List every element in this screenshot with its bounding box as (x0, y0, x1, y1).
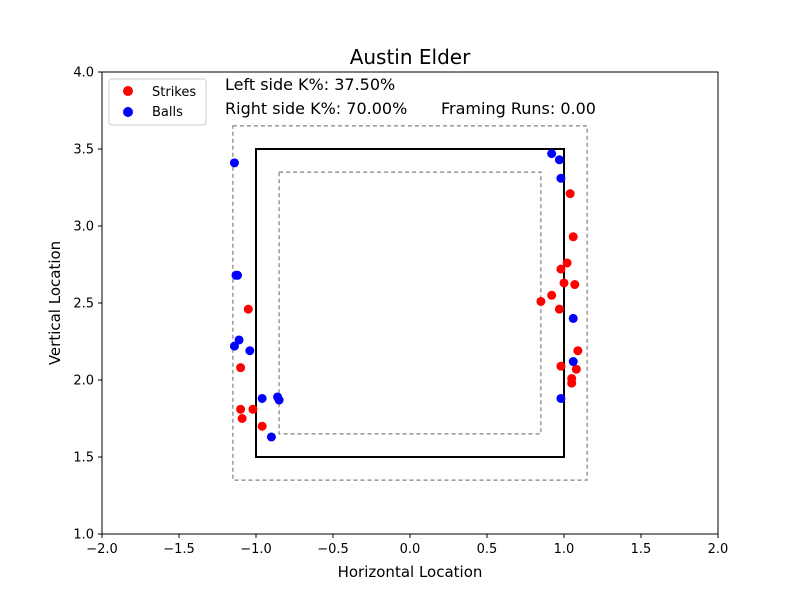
strike-point (248, 404, 258, 414)
strike-point (257, 421, 267, 431)
ball-point (547, 149, 557, 159)
legend-strikes-label: Strikes (152, 85, 196, 100)
x-tick-label: −0.5 (317, 542, 349, 557)
strike-point (243, 304, 253, 314)
strike-point (571, 364, 581, 374)
strike-point (568, 232, 578, 242)
x-tick-label: 1.5 (631, 542, 652, 557)
legend-box (108, 78, 207, 126)
ball-point (231, 270, 241, 280)
y-tick-label: 2.5 (73, 297, 94, 312)
strike-point (536, 296, 546, 306)
strike-point (570, 280, 580, 290)
chart-title: Austin Elder (350, 45, 471, 69)
ball-point (556, 393, 566, 403)
left-k-annotation: Left side K%: 37.50% (225, 75, 395, 94)
x-tick-label: 0.0 (400, 542, 421, 557)
strike-point (562, 258, 572, 268)
y-tick-label: 3.5 (73, 143, 94, 158)
strike-point (236, 404, 246, 414)
framing-runs-annotation: Framing Runs: 0.00 (441, 99, 596, 118)
points-layer (229, 149, 583, 442)
x-tick-label: −1.0 (240, 542, 272, 557)
strike-point (556, 361, 566, 371)
y-tick-label: 2.0 (73, 374, 94, 389)
strike-point (565, 189, 575, 199)
ball-point (245, 346, 255, 356)
y-axis-label: Vertical Location (46, 241, 64, 365)
ball-point (257, 393, 267, 403)
plot-frame (101, 71, 719, 535)
y-tick-label: 1.0 (73, 528, 94, 543)
legend-balls-marker (123, 107, 133, 117)
ball-point (229, 158, 239, 168)
y-tick-label: 4.0 (73, 66, 94, 81)
ball-point (568, 357, 578, 367)
strike-zone-rect (255, 148, 565, 458)
strike-point (547, 290, 557, 300)
strike-point (236, 363, 246, 373)
strike-point (567, 378, 577, 388)
legend: Strikes Balls (108, 78, 207, 126)
x-axis-label: Horizontal Location (338, 563, 483, 581)
strike-point (554, 304, 564, 314)
ball-point (556, 173, 566, 183)
y-tick-label: 1.5 (73, 451, 94, 466)
x-axis-ticks: −2.0 −1.5 −1.0 −0.5 0.0 0.5 1.0 1.5 2.0 (86, 534, 728, 557)
right-k-annotation: Right side K%: 70.00% (225, 99, 407, 118)
x-tick-label: 1.0 (554, 542, 575, 557)
ball-point (274, 395, 284, 405)
x-tick-label: 0.5 (477, 542, 498, 557)
strike-point (237, 414, 247, 423)
x-tick-label: −2.0 (86, 542, 118, 557)
legend-strikes-marker (123, 86, 133, 96)
zone-layer (232, 125, 588, 481)
ball-point (229, 341, 239, 351)
ball-point (554, 155, 564, 165)
ball-point (568, 313, 578, 323)
outer-zone-rect (232, 125, 588, 481)
inner-zone-rect (278, 171, 542, 435)
legend-balls-label: Balls (152, 105, 183, 120)
y-tick-label: 3.0 (73, 220, 94, 235)
y-axis-ticks: 1.0 1.5 2.0 2.5 3.0 3.5 4.0 (73, 66, 102, 543)
strike-point (556, 264, 566, 274)
x-tick-label: −1.5 (163, 542, 195, 557)
ball-point (234, 335, 244, 345)
x-tick-label: 2.0 (708, 542, 729, 557)
strike-point (559, 278, 569, 288)
ball-point (266, 432, 276, 442)
strike-point (573, 346, 583, 356)
